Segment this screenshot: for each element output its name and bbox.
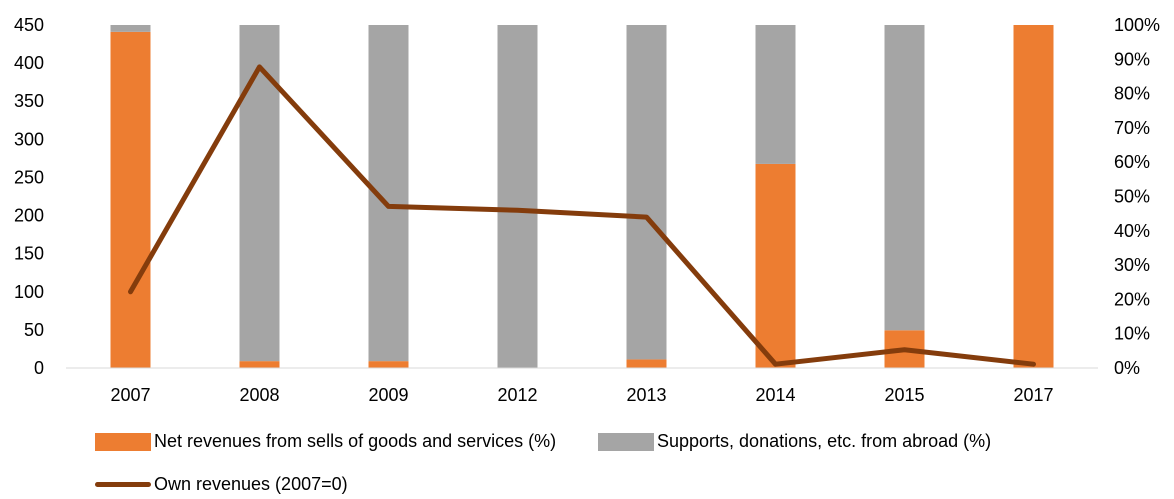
x-axis-tick-label: 2014 <box>755 385 795 405</box>
x-axis-tick-label: 2007 <box>110 385 150 405</box>
left-axis-tick-label: 350 <box>14 91 44 111</box>
x-axis-tick-label: 2008 <box>239 385 279 405</box>
x-axis-tick-label: 2015 <box>884 385 924 405</box>
bar-net-revenues-2014 <box>755 163 796 368</box>
right-axis-tick-label: 60% <box>1114 152 1150 172</box>
line-own-revenues <box>128 64 1036 367</box>
left-axis-tick-label: 50 <box>24 320 44 340</box>
right-axis-tick-label: 70% <box>1114 118 1150 138</box>
left-axis-tick-label: 200 <box>14 206 44 226</box>
left-axis-tick-label: 450 <box>14 15 44 35</box>
right-axis-tick-label: 40% <box>1114 221 1150 241</box>
left-axis-tick-label: 150 <box>14 244 44 264</box>
bar-net-revenues-2009 <box>368 361 409 368</box>
bar-net-revenues-2008 <box>239 361 280 368</box>
bar-supports-2007 <box>110 25 151 32</box>
right-axis-tick-label: 10% <box>1114 324 1150 344</box>
bar-supports-2015 <box>884 25 925 331</box>
left-axis-tick-label: 0 <box>34 358 44 378</box>
left-axis-tick-label: 100 <box>14 282 44 302</box>
x-axis-tick-label: 2009 <box>368 385 408 405</box>
bar-supports-2008 <box>239 25 280 362</box>
x-axis-tick-label: 2013 <box>626 385 666 405</box>
right-axis-tick-label: 50% <box>1114 187 1150 207</box>
bar-net-revenues-2017 <box>1013 25 1054 368</box>
x-axis-tick-labels: 2007 2008 2009 2012 2013 2014 2015 2017 <box>110 385 1053 405</box>
left-axis-tick-label: 250 <box>14 167 44 187</box>
right-axis-tick-label: 30% <box>1114 255 1150 275</box>
bar-net-revenues-2013 <box>626 359 667 368</box>
left-axis-tick-label: 300 <box>14 129 44 149</box>
bar-supports-2014 <box>755 25 796 164</box>
left-y-axis: 0 50 100 150 200 250 300 350 400 450 <box>14 15 44 378</box>
x-axis-tick-label: 2017 <box>1013 385 1053 405</box>
left-axis-tick-label: 400 <box>14 53 44 73</box>
x-axis-tick-label: 2012 <box>497 385 537 405</box>
bar-net-revenues-2007 <box>110 31 151 369</box>
bar-supports-2013 <box>626 25 667 360</box>
right-axis-tick-label: 80% <box>1114 84 1150 104</box>
right-axis-tick-label: 100% <box>1114 15 1160 35</box>
own-revenues-line-layer <box>128 64 1036 367</box>
right-axis-tick-label: 20% <box>1114 289 1150 309</box>
right-axis-tick-label: 90% <box>1114 49 1150 69</box>
bar-supports-2012 <box>497 25 538 368</box>
right-axis-tick-label: 0% <box>1114 358 1140 378</box>
right-y-axis: 0% 10% 20% 30% 40% 50% 60% 70% 80% 90% 100% <box>1114 15 1160 378</box>
